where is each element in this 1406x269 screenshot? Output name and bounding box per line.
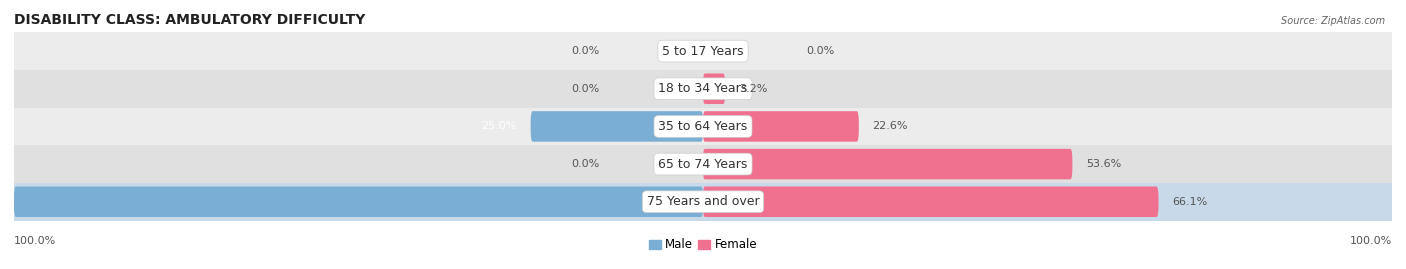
Text: 100.0%: 100.0% — [14, 236, 56, 246]
FancyBboxPatch shape — [703, 73, 725, 104]
Text: 5 to 17 Years: 5 to 17 Years — [662, 45, 744, 58]
Bar — [14, 70, 1392, 108]
Text: 18 to 34 Years: 18 to 34 Years — [658, 82, 748, 95]
Legend: Male, Female: Male, Female — [644, 234, 762, 256]
Text: 53.6%: 53.6% — [1085, 159, 1122, 169]
Bar — [14, 145, 1392, 183]
Text: 75 Years and over: 75 Years and over — [647, 195, 759, 208]
Text: Source: ZipAtlas.com: Source: ZipAtlas.com — [1281, 16, 1385, 26]
Text: 0.0%: 0.0% — [571, 84, 599, 94]
Text: DISABILITY CLASS: AMBULATORY DIFFICULTY: DISABILITY CLASS: AMBULATORY DIFFICULTY — [14, 13, 366, 27]
Bar — [14, 108, 1392, 145]
FancyBboxPatch shape — [703, 149, 1073, 179]
Bar — [14, 183, 1392, 221]
FancyBboxPatch shape — [14, 186, 703, 217]
Text: 3.2%: 3.2% — [738, 84, 768, 94]
FancyBboxPatch shape — [530, 111, 703, 142]
Text: 35 to 64 Years: 35 to 64 Years — [658, 120, 748, 133]
Bar — [14, 32, 1392, 70]
Text: 65 to 74 Years: 65 to 74 Years — [658, 158, 748, 171]
Text: 66.1%: 66.1% — [1173, 197, 1208, 207]
Text: 25.0%: 25.0% — [482, 121, 517, 132]
Text: 0.0%: 0.0% — [571, 46, 599, 56]
Text: 100.0%: 100.0% — [1350, 236, 1392, 246]
Text: 22.6%: 22.6% — [873, 121, 908, 132]
Text: 0.0%: 0.0% — [807, 46, 835, 56]
FancyBboxPatch shape — [703, 111, 859, 142]
FancyBboxPatch shape — [703, 186, 1159, 217]
Text: 0.0%: 0.0% — [571, 159, 599, 169]
